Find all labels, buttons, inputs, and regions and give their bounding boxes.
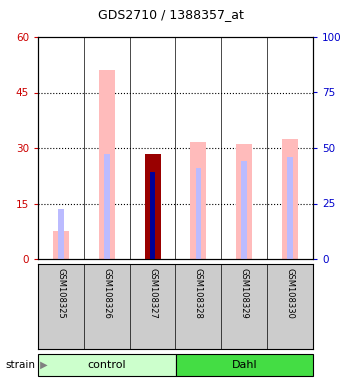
Text: GDS2710 / 1388357_at: GDS2710 / 1388357_at — [98, 8, 243, 21]
Bar — [150, 172, 155, 259]
Text: Dahl: Dahl — [232, 360, 257, 370]
Bar — [38, 354, 176, 376]
Text: strain: strain — [5, 360, 35, 370]
Bar — [58, 209, 64, 259]
Text: GSM108327: GSM108327 — [148, 268, 157, 319]
Text: ▶: ▶ — [37, 360, 48, 370]
Bar — [236, 144, 252, 259]
Text: GSM108329: GSM108329 — [240, 268, 249, 319]
Bar — [196, 168, 201, 259]
Text: GSM108328: GSM108328 — [194, 268, 203, 319]
Bar — [241, 161, 247, 259]
Bar — [190, 142, 206, 259]
Bar — [145, 154, 161, 259]
Bar — [53, 231, 69, 259]
Bar — [104, 154, 109, 259]
Bar — [176, 354, 313, 376]
Bar — [282, 139, 298, 259]
Text: GSM108330: GSM108330 — [285, 268, 295, 319]
Text: control: control — [87, 360, 126, 370]
Text: GSM108326: GSM108326 — [102, 268, 111, 319]
Bar — [287, 157, 293, 259]
Text: GSM108325: GSM108325 — [56, 268, 65, 319]
Bar — [99, 70, 115, 259]
